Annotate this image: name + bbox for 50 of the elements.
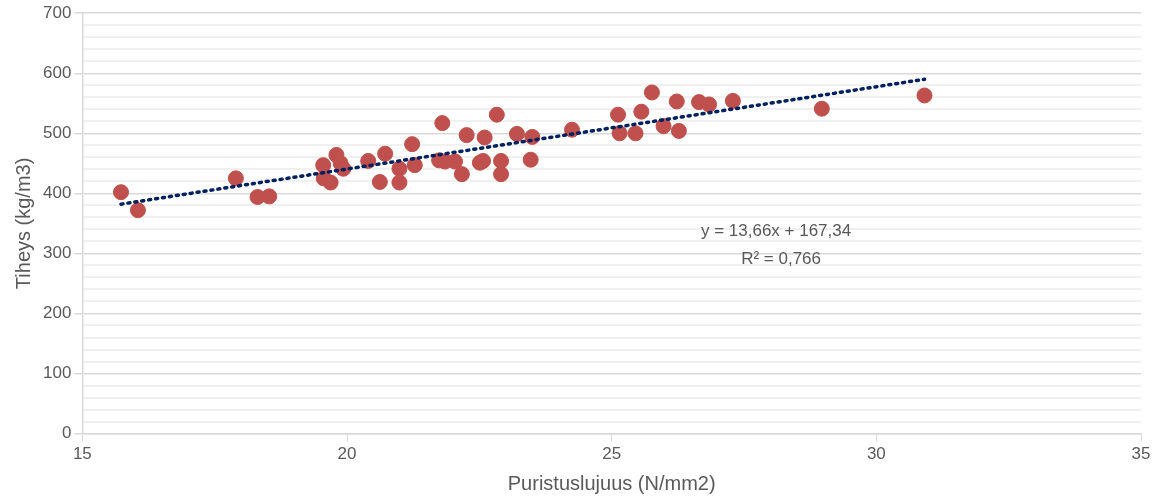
point <box>113 184 129 201</box>
point <box>406 157 423 174</box>
point <box>643 84 660 101</box>
point <box>493 152 510 169</box>
point <box>627 125 644 142</box>
x-tick-label: 15 <box>72 444 92 464</box>
y-tick-label: 600 <box>42 62 72 82</box>
y-tick-label: 700 <box>42 2 72 22</box>
y-tick-label: 300 <box>42 243 72 263</box>
point <box>670 122 687 139</box>
point <box>701 96 718 113</box>
point <box>227 170 244 187</box>
point <box>391 160 408 177</box>
point <box>916 87 933 104</box>
point <box>404 136 421 153</box>
point <box>377 145 394 162</box>
point <box>611 125 628 142</box>
point <box>371 173 388 190</box>
y-axis-title: Tiheys (kg/m3) <box>11 157 34 290</box>
point <box>261 188 278 205</box>
x-tick-label: 20 <box>337 444 357 464</box>
x-tick-label: 30 <box>866 444 886 464</box>
point <box>476 129 493 146</box>
y-tick-label: 200 <box>42 303 72 323</box>
point <box>129 202 146 219</box>
annotation: R² = 0,766 <box>741 249 821 269</box>
x-axis-title: Puristuslujuus (N/mm2) <box>507 471 716 494</box>
point <box>493 166 510 183</box>
point <box>434 115 451 132</box>
point <box>724 92 741 109</box>
annotation: y = 13,66x + 167,34 <box>700 221 852 241</box>
point <box>668 93 685 110</box>
y-tick-label: 500 <box>42 123 72 142</box>
point <box>315 157 332 174</box>
point <box>322 174 339 191</box>
y-tick-label: 100 <box>42 363 72 383</box>
point <box>475 152 492 169</box>
y-tick-label: 0 <box>61 423 72 443</box>
point <box>508 125 525 142</box>
point <box>522 151 539 168</box>
x-tick-label: 35 <box>1131 444 1151 464</box>
point <box>458 127 475 144</box>
point <box>610 106 627 123</box>
point <box>813 100 830 117</box>
x-tick-label: 25 <box>602 444 622 464</box>
point <box>391 174 408 191</box>
point <box>488 106 505 123</box>
y-tick-label: 400 <box>42 183 72 203</box>
point <box>453 166 470 183</box>
point <box>633 103 650 120</box>
